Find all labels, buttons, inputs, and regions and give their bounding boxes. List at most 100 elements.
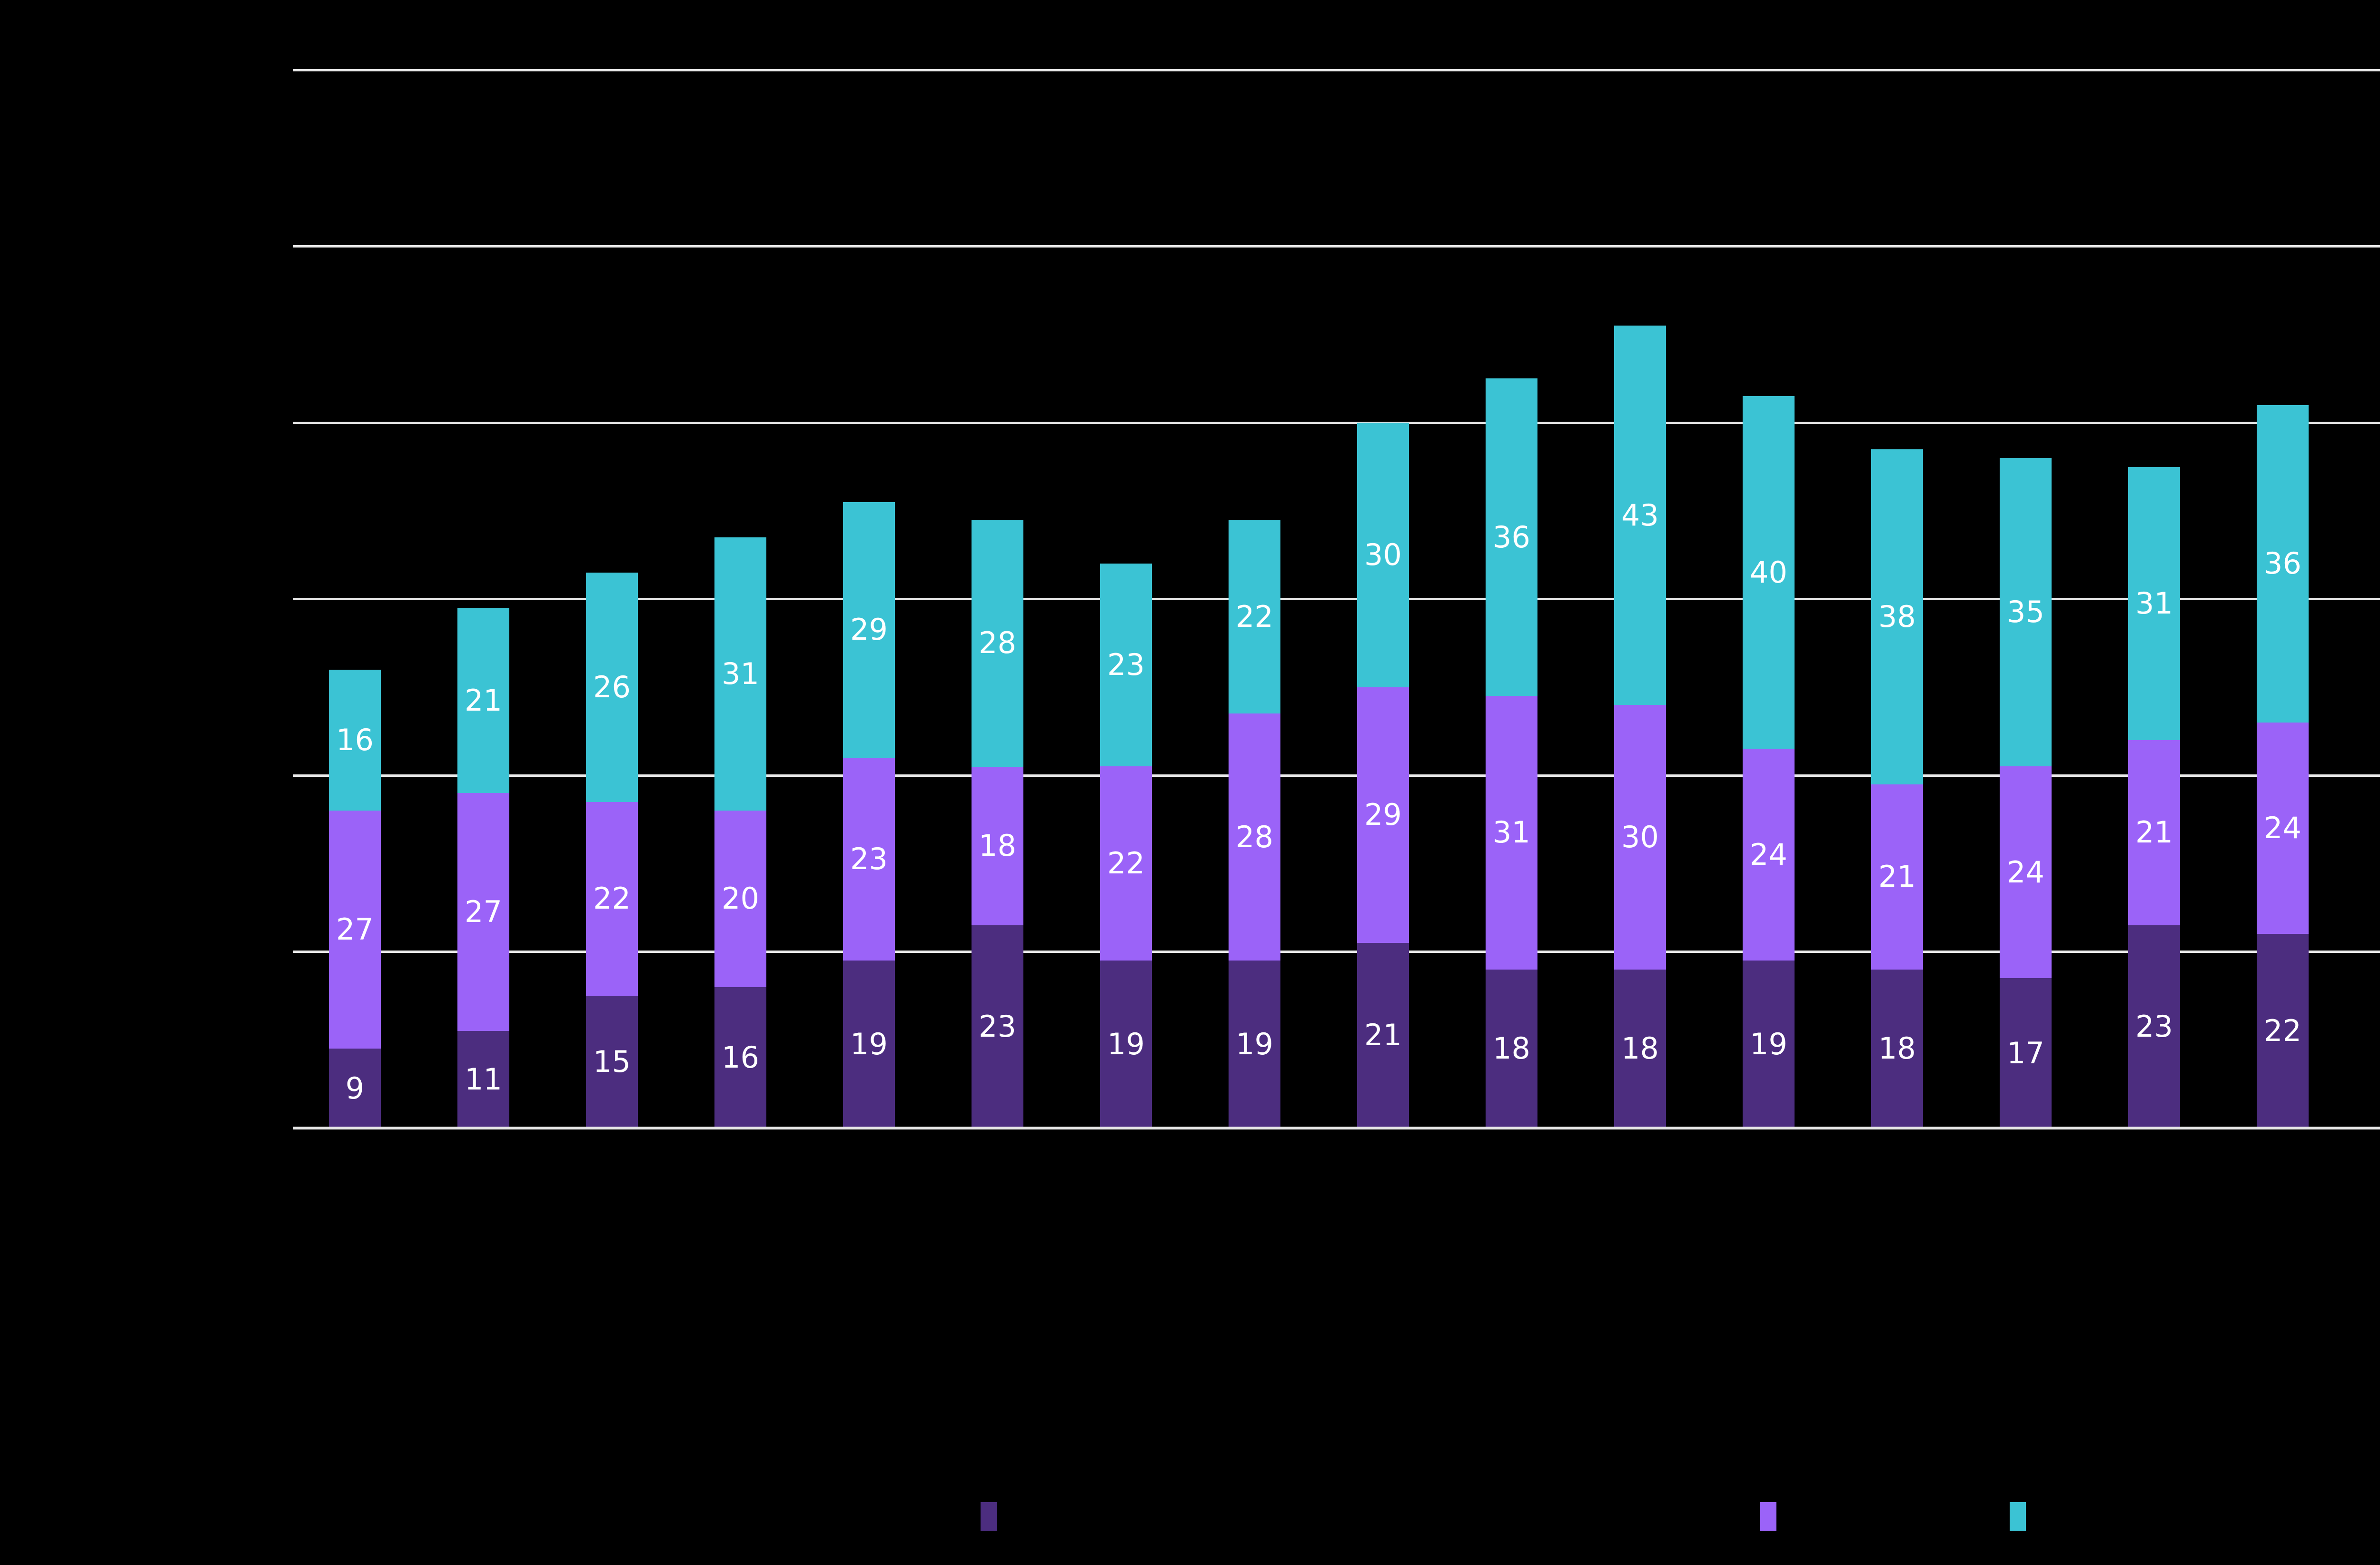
bar-group[interactable]: 9 27 16 — [329, 669, 381, 1128]
bar-segment-value-label: 24 — [2264, 811, 2301, 846]
bar-group[interactable]: 15 22 26 — [586, 572, 638, 1128]
bar-segment[interactable]: 31 — [714, 537, 766, 811]
bar-group[interactable]: 18 21 38 — [1871, 449, 1923, 1128]
bar-segment[interactable]: 21 — [1871, 784, 1923, 970]
bar-segment[interactable]: 36 — [1486, 378, 1537, 696]
bar-segment[interactable]: 28 — [972, 519, 1023, 767]
bar-group[interactable]: 18 31 36 — [1486, 378, 1537, 1128]
bar-segment-value-label: 18 — [979, 828, 1016, 863]
bar-segment[interactable]: 19 — [843, 961, 895, 1128]
legend-item[interactable]: Series 3 — [2010, 1501, 2146, 1532]
bar-segment[interactable]: 23 — [843, 757, 895, 961]
bar-segment-value-label: 23 — [979, 1009, 1016, 1044]
bar-segment-value-label: 35 — [2007, 594, 2044, 630]
bar-segment-value-label: 22 — [2264, 1013, 2301, 1049]
bar-group[interactable]: 19 22 23 — [1100, 564, 1152, 1128]
bar-segment-value-label: 21 — [465, 683, 502, 718]
bar-segment[interactable]: 22 — [586, 802, 638, 996]
bar-segment[interactable]: 18 — [1614, 969, 1666, 1128]
bar-segment[interactable]: 29 — [1357, 687, 1409, 943]
bar-segment[interactable]: 18 — [972, 766, 1023, 925]
bar-segment[interactable]: 21 — [1357, 942, 1409, 1128]
bar-segment[interactable]: 16 — [329, 669, 381, 811]
bar-segment[interactable]: 23 — [972, 925, 1023, 1128]
bar-segment[interactable]: 27 — [457, 793, 509, 1031]
bar-segment-value-label: 24 — [1750, 837, 1787, 872]
y-axis-tick-label: 60 — [254, 584, 288, 614]
bar-segment-value-label: 16 — [722, 1040, 759, 1075]
y-axis-tick-label: 80 — [254, 407, 288, 438]
bar-segment-value-label: 11 — [465, 1062, 502, 1097]
bar-segment[interactable]: 29 — [843, 502, 895, 758]
bar-segment[interactable]: 19 — [1743, 961, 1795, 1128]
bar-segment[interactable]: 38 — [1871, 449, 1923, 784]
bar-segment-value-label: 18 — [1493, 1031, 1530, 1066]
bar-segment-value-label: 27 — [465, 894, 502, 930]
bar-segment[interactable]: 31 — [2128, 466, 2180, 740]
bar-segment[interactable]: 11 — [457, 1031, 509, 1128]
bar-group[interactable]: 19 23 29 — [843, 502, 895, 1128]
bar-segment[interactable]: 22 — [2257, 934, 2309, 1128]
bar-segment[interactable]: 30 — [1614, 704, 1666, 970]
legend-label: Series 2 — [1789, 1501, 1896, 1532]
bar-group[interactable]: 18 30 43 — [1614, 326, 1666, 1128]
bar-segment[interactable]: 23 — [1100, 564, 1152, 767]
legend-swatch — [2010, 1502, 2026, 1531]
bar-segment[interactable]: 24 — [2257, 722, 2309, 934]
bar-group[interactable]: 23 21 31 — [2128, 466, 2180, 1128]
bar-segment[interactable]: 18 — [1871, 969, 1923, 1128]
bar-segment-value-label: 23 — [1107, 647, 1145, 683]
bar-segment[interactable]: 21 — [457, 608, 509, 793]
bar-segment[interactable]: 22 — [1100, 766, 1152, 961]
bar-segment[interactable]: 21 — [2128, 740, 2180, 925]
bar-segment[interactable]: 15 — [586, 996, 638, 1128]
bar-group[interactable]: 11 27 21 — [457, 608, 509, 1128]
bar-group[interactable]: 22 24 36 — [2257, 405, 2309, 1128]
bar-segment-value-label: 24 — [2007, 854, 2044, 890]
bar-segment-value-label: 19 — [1750, 1027, 1787, 1062]
bar-segment-value-label: 21 — [1364, 1018, 1402, 1053]
bar-segment-value-label: 20 — [722, 881, 759, 916]
bar-segment[interactable]: 28 — [1229, 713, 1280, 961]
y-axis-tick-label: 20 — [254, 936, 288, 967]
bar-segment[interactable]: 27 — [329, 811, 381, 1049]
bar-group[interactable]: 21 29 30 — [1357, 423, 1409, 1128]
bar-segment[interactable]: 22 — [1229, 519, 1280, 714]
chart-legend: Series 1 Series 2 Series 3 — [0, 1501, 2380, 1532]
bar-segment[interactable]: 31 — [1486, 696, 1537, 970]
bar-group[interactable]: 17 24 35 — [2000, 458, 2052, 1128]
bar-segment[interactable]: 30 — [1357, 423, 1409, 687]
bar-segment[interactable]: 18 — [1486, 969, 1537, 1128]
bar-segment[interactable]: 35 — [2000, 458, 2052, 767]
bar-segment-value-label: 18 — [1621, 1031, 1659, 1066]
bar-segment[interactable]: 20 — [714, 811, 766, 987]
bar-segment[interactable]: 40 — [1743, 396, 1795, 749]
bar-group[interactable]: 16 20 31 — [714, 537, 766, 1128]
bar-segment-value-label: 23 — [850, 842, 888, 876]
bar-segment[interactable]: 26 — [586, 572, 638, 802]
y-axis-tick-label: 0 — [271, 1112, 288, 1144]
bar-segment[interactable]: 16 — [714, 987, 766, 1128]
legend-label: Series 1 — [1009, 1501, 1117, 1532]
legend-item[interactable]: Series 1 — [981, 1501, 1117, 1532]
bar-group[interactable]: 23 18 28 — [972, 519, 1023, 1128]
bar-segment[interactable]: 19 — [1100, 961, 1152, 1128]
bar-segment[interactable]: 17 — [2000, 978, 2052, 1128]
legend-item[interactable]: Series 2 — [1760, 1501, 1896, 1532]
bar-segment-value-label: 19 — [1236, 1027, 1273, 1062]
gridline — [293, 774, 2380, 777]
legend-label: Series 3 — [2038, 1501, 2146, 1532]
bar-segment-value-label: 30 — [1621, 819, 1659, 854]
bar-segment[interactable]: 9 — [329, 1049, 381, 1128]
bar-segment-value-label: 22 — [1236, 599, 1273, 634]
bar-group[interactable]: 19 24 40 — [1743, 396, 1795, 1128]
bar-segment[interactable]: 36 — [2257, 405, 2309, 723]
bar-segment[interactable]: 24 — [1743, 749, 1795, 961]
bar-segment[interactable]: 43 — [1614, 326, 1666, 705]
bar-group[interactable]: 19 28 22 — [1229, 519, 1280, 1128]
bar-segment-value-label: 18 — [1878, 1031, 1916, 1066]
bar-segment[interactable]: 19 — [1229, 961, 1280, 1128]
bar-segment[interactable]: 23 — [2128, 925, 2180, 1128]
bar-segment[interactable]: 24 — [2000, 766, 2052, 979]
